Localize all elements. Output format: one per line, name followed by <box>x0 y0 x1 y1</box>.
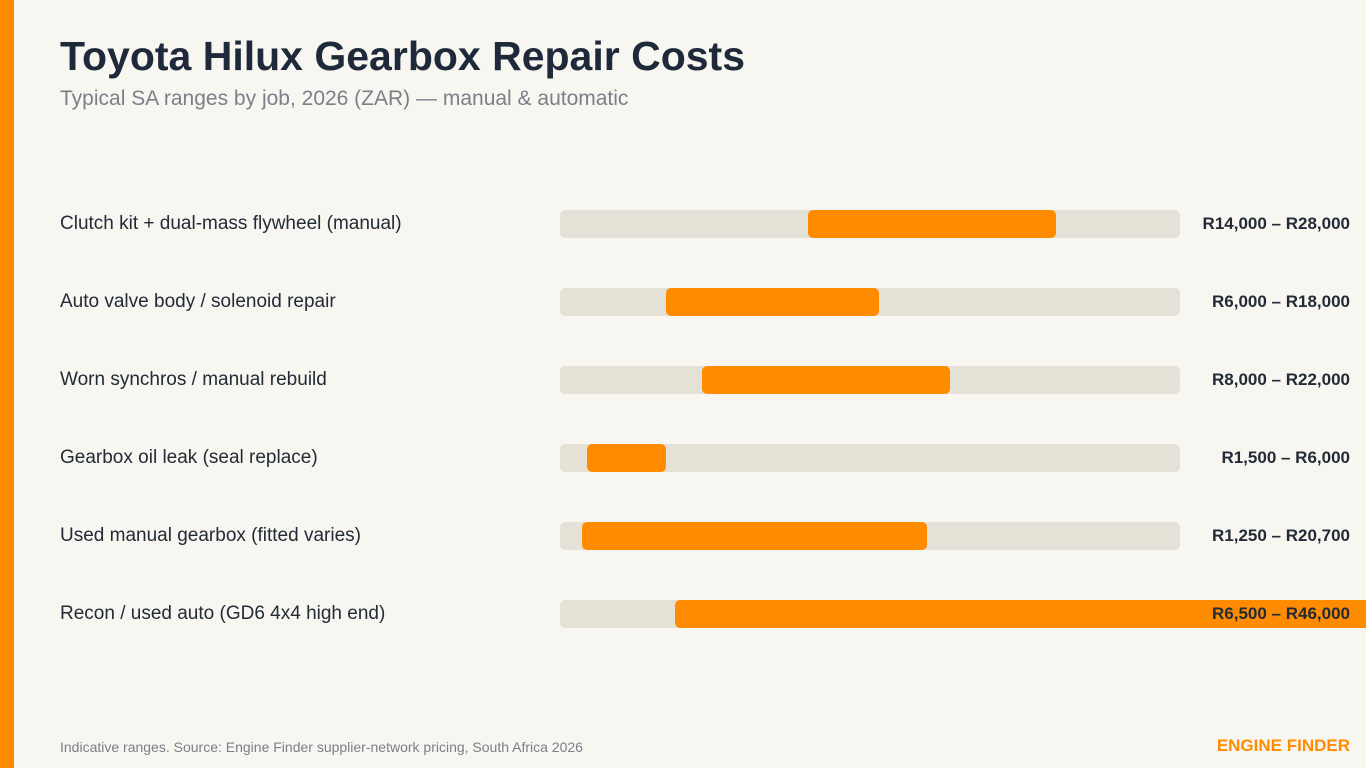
source-footnote: Indicative ranges. Source: Engine Finder… <box>60 739 583 755</box>
range-value-label: R1,250 – R20,700 <box>1212 526 1350 545</box>
accent-stripe <box>0 0 14 768</box>
row-label: Recon / used auto (GD6 4x4 high end) <box>60 603 386 624</box>
range-bar <box>701 366 950 394</box>
row-label: Clutch kit + dual-mass flywheel (manual) <box>60 213 402 234</box>
brand-logo-text: ENGINE FINDER <box>1216 736 1350 755</box>
range-bar <box>582 522 927 550</box>
range-value-label: R1,500 – R6,000 <box>1221 448 1350 467</box>
row-label: Auto valve body / solenoid repair <box>60 291 336 312</box>
range-bar <box>808 210 1056 238</box>
range-value-label: R6,000 – R18,000 <box>1212 292 1350 311</box>
chart-subtitle: Typical SA ranges by job, 2026 (ZAR) — m… <box>60 87 629 110</box>
row-label: Worn synchros / manual rebuild <box>60 369 327 390</box>
range-value-label: R14,000 – R28,000 <box>1202 214 1350 233</box>
chart-title: Toyota Hilux Gearbox Repair Costs <box>60 33 746 79</box>
range-bar <box>586 444 667 472</box>
row-label: Used manual gearbox (fitted varies) <box>60 525 361 546</box>
range-value-label: R8,000 – R22,000 <box>1212 370 1350 389</box>
range-bar <box>666 288 879 316</box>
row-label: Gearbox oil leak (seal replace) <box>60 447 318 468</box>
range-bar <box>675 600 1366 628</box>
range-value-label: R6,500 – R46,000 <box>1212 604 1350 623</box>
